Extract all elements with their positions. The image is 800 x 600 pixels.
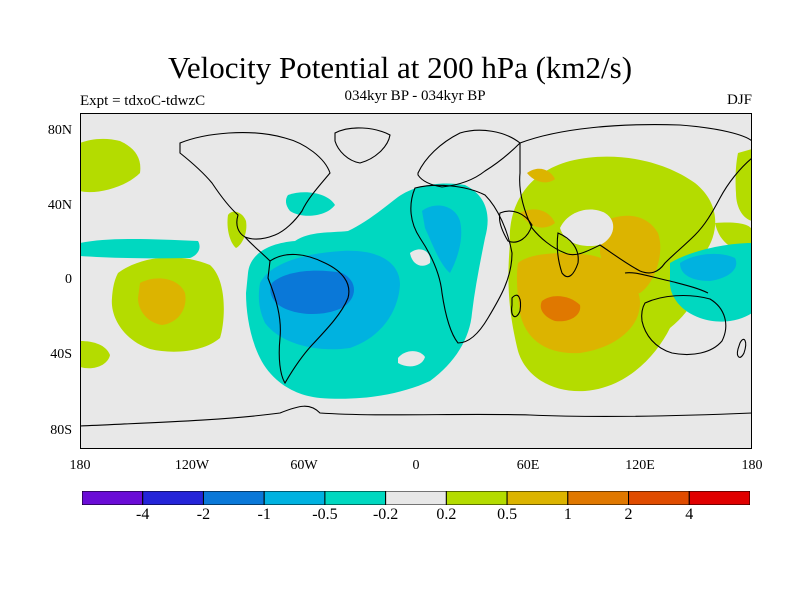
contour-region xyxy=(227,211,247,248)
y-tick-label: 40S xyxy=(50,347,72,362)
contour-region xyxy=(80,138,141,193)
colorbar-label: 0.5 xyxy=(497,506,518,523)
colorbar-label: 1 xyxy=(563,506,572,523)
coastline-madagascar xyxy=(511,294,522,318)
colorbar-swatch xyxy=(506,491,569,505)
coastline-central-america xyxy=(244,236,271,262)
chart-title: Velocity Potential at 200 hPa (km2/s) xyxy=(167,50,633,85)
contour-region xyxy=(422,205,462,273)
contour-region xyxy=(138,278,186,325)
colorbar-label: 0.2 xyxy=(436,506,457,523)
colorbar-label: -1 xyxy=(257,506,271,523)
colorbar-label: -4 xyxy=(136,506,150,523)
contour-region xyxy=(270,270,354,315)
contour-region xyxy=(540,296,581,322)
y-tick-label: 40N xyxy=(47,198,72,213)
colorbar-label: -0.2 xyxy=(372,506,399,523)
colorbar-swatch xyxy=(567,491,630,505)
x-tick-label: 120E xyxy=(625,458,655,473)
colorbar-label: 4 xyxy=(685,506,694,523)
colorbar-swatch xyxy=(445,491,508,505)
colorbar-swatch xyxy=(385,491,447,505)
colorbar xyxy=(82,491,750,505)
coastline-indonesia xyxy=(624,272,709,294)
colorbar-swatch xyxy=(82,491,144,505)
coastline-arabia xyxy=(498,210,533,243)
map-panel xyxy=(80,113,752,449)
map-border xyxy=(80,113,752,449)
colorbar-swatch xyxy=(324,491,387,505)
contour-region xyxy=(285,192,335,216)
x-tick-label: 60E xyxy=(516,458,540,473)
colorbar-label: 2 xyxy=(624,506,633,523)
colorbar-label: -0.5 xyxy=(312,506,338,523)
colorbar-swatch xyxy=(628,491,690,505)
experiment-label: Expt = tdxoC-tdwzC xyxy=(80,93,206,109)
contour-region xyxy=(80,239,200,259)
season-label: DJF xyxy=(726,92,752,108)
coastline-africa xyxy=(410,184,513,344)
contour-region xyxy=(520,209,555,228)
contour-region xyxy=(560,209,614,247)
contour-region xyxy=(80,341,110,369)
colorbar-swatch xyxy=(202,491,265,505)
coastline-india xyxy=(556,232,579,278)
coastline-greenland xyxy=(334,127,391,164)
contour-region xyxy=(516,253,640,354)
y-tick-label: 0 xyxy=(65,272,72,287)
contour-region xyxy=(680,253,737,281)
contour-region xyxy=(398,351,425,367)
coastline-australia xyxy=(641,295,727,356)
contour-region xyxy=(527,168,555,183)
y-tick-label: 80S xyxy=(50,423,72,438)
contour-region xyxy=(600,215,661,294)
contour-region xyxy=(410,249,431,266)
contour-region xyxy=(735,149,752,221)
x-tick-label: 180 xyxy=(741,458,763,473)
map-svg xyxy=(80,113,752,449)
coastline-asia xyxy=(519,124,752,274)
colorbar-swatch xyxy=(263,491,326,505)
colorbar-swatch xyxy=(688,491,750,505)
y-tick-label: 80N xyxy=(47,123,72,138)
coastline-new-zealand xyxy=(736,338,747,358)
coastline-north-america xyxy=(179,132,331,240)
colorbar-label: -2 xyxy=(196,506,211,523)
x-tick-label: 60W xyxy=(290,458,318,473)
coastline-antarctica xyxy=(80,405,752,427)
chart-subtitle: 034kyr BP - 034kyr BP xyxy=(344,88,486,104)
coastline-south-america xyxy=(267,253,350,385)
x-tick-label: 120W xyxy=(174,458,210,473)
colorbar-swatch xyxy=(142,491,204,505)
x-tick-label: 0 xyxy=(412,458,420,473)
x-tick-label: 180 xyxy=(69,458,91,473)
coastlines xyxy=(80,124,752,427)
